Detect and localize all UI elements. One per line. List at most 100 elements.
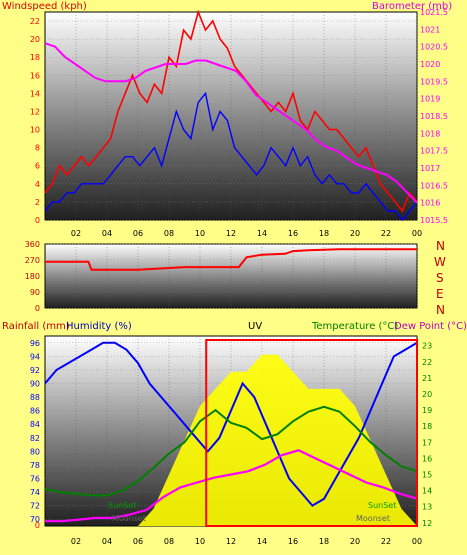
wind-average-line: [44, 91, 418, 222]
wind-x-tick: 16: [288, 229, 298, 238]
wind-gust-line: [44, 9, 418, 213]
multi-x-tick: 08: [164, 537, 174, 546]
baro-y-tick: 1016.5: [420, 181, 448, 190]
dir-y-tick: 180: [25, 272, 40, 281]
wind-x-tick: 02: [71, 229, 81, 238]
multi-x-tick: 14: [257, 537, 267, 546]
baro-y-tick: 1017: [420, 164, 440, 173]
humidity-y-tick: 80: [30, 447, 40, 456]
wind-x-tick: 12: [226, 229, 236, 238]
wind-x-tick: 00: [412, 229, 422, 238]
sunset-label: SunSet: [368, 501, 396, 510]
wind-x-tick: 20: [350, 229, 360, 238]
temperature-y-tick: 19: [422, 406, 432, 415]
dewpoint-line: [45, 449, 418, 523]
wind-y-tick: 4: [35, 180, 40, 189]
humidity-y-tick: 78: [30, 461, 40, 470]
temperature-y-tick: 21: [422, 374, 432, 383]
wind-x-tick: 10: [195, 229, 205, 238]
baro-y-tick: 1015.5: [420, 216, 448, 225]
wind-x-tick: 18: [319, 229, 329, 238]
humidity-y-tick: 86: [30, 407, 40, 416]
wind-y-tick: 2: [35, 198, 40, 207]
multi-x-tick: 10: [195, 537, 205, 546]
humidity-y-tick: 72: [30, 502, 40, 511]
wind-y-tick: 14: [30, 89, 40, 98]
dir-y-tick: 360: [25, 240, 40, 249]
windspeed-axis-title: Windspeed (kph): [2, 1, 87, 12]
wind-x-tick: 04: [102, 229, 112, 238]
baro-y-tick: 1018.5: [420, 112, 448, 121]
wind-y-tick: 8: [35, 144, 40, 153]
baro-y-tick: 1021: [420, 25, 440, 34]
temperature-y-tick: 20: [422, 390, 432, 399]
temperature-y-tick: 17: [422, 438, 432, 447]
multi-x-tick: 04: [102, 537, 112, 546]
multi-x-tick: 00: [412, 537, 422, 546]
wind-y-tick: 16: [30, 71, 40, 80]
humidity-y-tick: 88: [30, 393, 40, 402]
wind-x-tick: 08: [164, 229, 174, 238]
humidity-line: [44, 341, 418, 507]
humidity-y-tick: 70: [30, 515, 40, 524]
dewpoint-axis-title: Dew Point (°C): [394, 321, 467, 332]
humidity-y-tick: 74: [30, 488, 40, 497]
baro-y-tick: 1020.5: [420, 43, 448, 52]
multi-x-tick: 12: [226, 537, 236, 546]
wind-y-tick: 18: [30, 53, 40, 62]
multi-x-tick: 16: [288, 537, 298, 546]
wind-y-tick: 0: [35, 216, 40, 225]
moonset-label: Moonset: [356, 514, 390, 523]
multi-x-tick: 20: [350, 537, 360, 546]
barometer-line: [44, 42, 418, 204]
sunset-label: SunSet: [108, 501, 136, 510]
compass-w: W: [434, 255, 446, 269]
humidity-y-tick: 90: [30, 380, 40, 389]
humidity-y-tick: 76: [30, 475, 40, 484]
compass-s: S: [436, 271, 444, 285]
compass-n2: N: [436, 303, 445, 317]
temperature-y-tick: 23: [422, 342, 432, 351]
humidity-axis-title: Humidity (%): [66, 321, 132, 332]
dir-y-tick: 0: [35, 304, 40, 313]
humidity-y-tick: 94: [30, 352, 40, 361]
baro-y-tick: 1018: [420, 129, 440, 138]
wind-y-tick: 20: [30, 35, 40, 44]
multi-x-tick: 18: [319, 537, 329, 546]
uv-axis-title: UV: [248, 321, 263, 332]
temperature-y-tick: 14: [422, 487, 432, 496]
baro-y-tick: 1019.5: [420, 77, 448, 86]
wind-y-tick: 12: [30, 107, 40, 116]
dir-y-tick: 90: [30, 288, 40, 297]
baro-y-tick: 1021.5: [420, 8, 448, 17]
wind-plot-area: [44, 11, 418, 221]
humidity-y-tick: 96: [30, 339, 40, 348]
temperature-y-tick: 15: [422, 470, 432, 479]
temperature-y-tick: 18: [422, 422, 432, 431]
wind-y-tick: 10: [30, 126, 40, 135]
humidity-y-tick: 84: [30, 420, 40, 429]
wind-direction-line: [45, 248, 417, 271]
moonset-label: Moonset: [112, 514, 146, 523]
humidity-y-tick: 82: [30, 434, 40, 443]
multi-x-tick: 02: [71, 537, 81, 546]
rainfall-axis-title: Rainfall (mm): [2, 321, 70, 332]
baro-y-tick: 1016: [420, 199, 440, 208]
wind-y-tick: 6: [35, 162, 40, 171]
period-highlight-box: [205, 339, 418, 527]
temperature-y-tick: 13: [422, 503, 432, 512]
uv-area: [45, 354, 417, 526]
compass-n1: N: [436, 239, 445, 253]
baro-y-tick: 1017.5: [420, 147, 448, 156]
baro-y-tick: 1019: [420, 95, 440, 104]
temperature-line: [44, 405, 418, 497]
temperature-y-tick: 12: [422, 519, 432, 528]
barometer-axis-title: Barometer (mb): [372, 1, 453, 12]
temperature-axis-title: Temperature (°C): [312, 321, 399, 332]
temperature-y-tick: 22: [422, 358, 432, 367]
rain-y-tick: 0: [35, 521, 40, 530]
temperature-y-tick: 16: [422, 454, 432, 463]
wind-x-tick: 14: [257, 229, 267, 238]
dir-y-tick: 270: [25, 256, 40, 265]
